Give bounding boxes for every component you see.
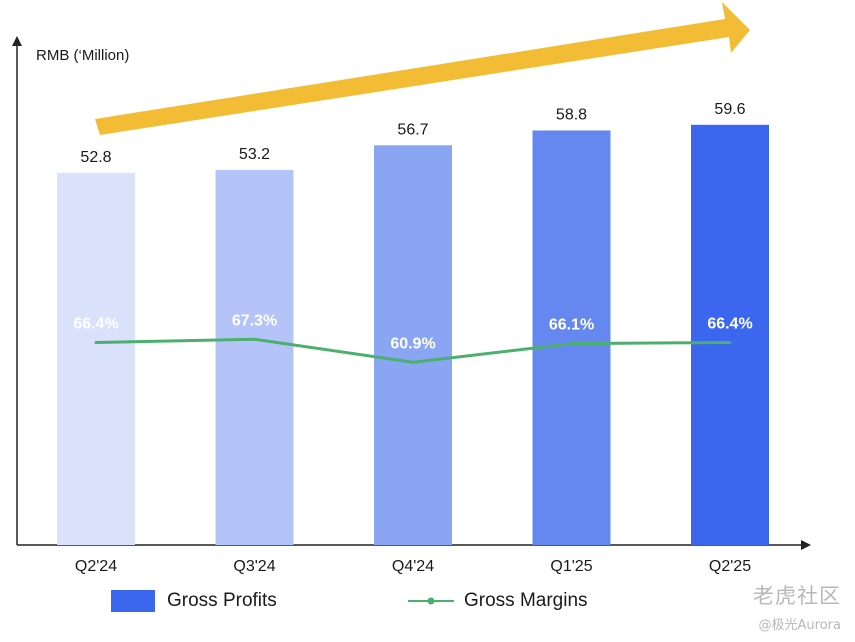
bar-0 (57, 172, 135, 545)
y-axis-label: RMB (‘Million) (36, 47, 129, 64)
bar-value-label-0: 52.8 (80, 149, 111, 166)
legend-gross-profits: Gross Profits (111, 590, 277, 612)
gross-margin-point-4 (728, 341, 732, 344)
legend-line-label: Gross Margins (464, 590, 588, 611)
margin-label-3: 66.1% (549, 317, 594, 334)
bar-value-label-4: 59.6 (714, 101, 745, 118)
legend-bar-label: Gross Profits (167, 590, 277, 611)
gross-margin-point-2 (411, 360, 415, 364)
x-tick-label-2: Q4'24 (392, 558, 434, 575)
bar-2 (374, 145, 452, 545)
bar-value-label-1: 53.2 (239, 146, 270, 163)
x-tick-label-1: Q3'24 (233, 558, 275, 575)
gross-margin-point-1 (253, 337, 256, 341)
bar-1 (215, 169, 294, 545)
legend-gross-margins: Gross Margins (408, 590, 588, 612)
bar-3 (532, 130, 611, 545)
margin-label-4: 66.4% (707, 316, 752, 333)
gross-margin-point-0 (94, 341, 98, 344)
margin-label-1: 67.3% (232, 312, 277, 329)
x-tick-label-4: Q2'25 (709, 558, 751, 575)
x-axis-arrowhead (801, 540, 811, 550)
bar-value-label-3: 58.8 (556, 106, 587, 123)
trend-arrow (95, 2, 750, 135)
legend-line-swatch (408, 600, 454, 602)
y-axis-arrowhead (12, 36, 22, 46)
margin-label-0: 66.4% (73, 316, 118, 333)
x-tick-label-0: Q2'24 (75, 558, 117, 575)
legend-bar-swatch (111, 590, 155, 612)
bar-value-label-2: 56.7 (397, 121, 428, 138)
bar-4 (691, 124, 769, 545)
watermark-author: @极光Aurora (758, 618, 841, 633)
watermark-community: 老虎社区 (753, 584, 841, 608)
margin-label-2: 60.9% (390, 335, 435, 352)
x-tick-label-3: Q1'25 (550, 558, 592, 575)
gross-margin-point-3 (570, 342, 573, 346)
